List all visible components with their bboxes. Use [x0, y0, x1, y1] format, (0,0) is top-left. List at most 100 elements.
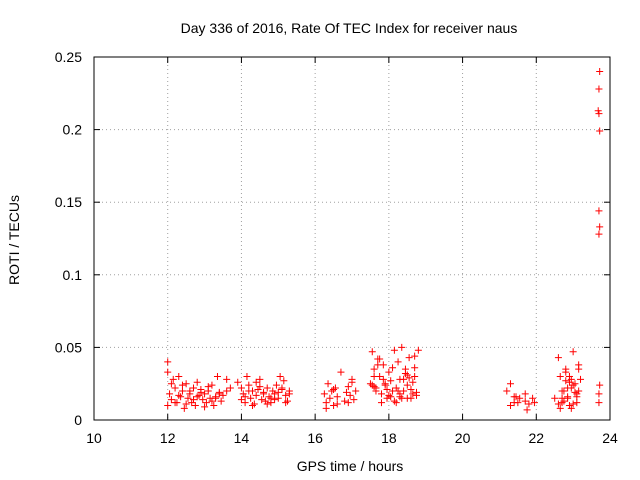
data-point: [263, 384, 271, 392]
data-point: [596, 223, 604, 231]
data-point: [562, 365, 570, 373]
data-point: [394, 387, 402, 395]
data-point: [260, 390, 268, 398]
data-point: [344, 383, 352, 391]
data-point: [377, 399, 385, 407]
data-point: [169, 375, 177, 383]
data-point: [276, 372, 284, 380]
x-tick-label: 16: [307, 430, 323, 446]
data-point: [594, 107, 602, 115]
data-points: [164, 68, 604, 414]
data-point: [523, 406, 531, 414]
data-point: [556, 372, 564, 380]
data-point: [271, 396, 279, 404]
data-point: [175, 372, 183, 380]
data-point: [595, 85, 603, 93]
data-point: [525, 400, 533, 408]
data-point: [247, 394, 255, 402]
data-point: [217, 397, 225, 405]
data-point: [193, 393, 201, 401]
data-point: [577, 375, 585, 383]
data-point: [383, 386, 391, 394]
x-tick-label: 24: [602, 430, 618, 446]
data-point: [595, 110, 603, 118]
data-point: [573, 399, 581, 407]
data-point: [390, 346, 398, 354]
data-point: [392, 399, 400, 407]
data-point: [405, 354, 413, 362]
data-point: [186, 387, 194, 395]
data-point: [326, 394, 334, 402]
data-point: [595, 390, 603, 398]
data-point: [201, 403, 209, 411]
data-point: [182, 380, 190, 388]
data-point: [333, 393, 341, 401]
data-point: [324, 380, 332, 388]
data-point: [569, 348, 577, 356]
data-point: [510, 393, 518, 401]
data-point: [280, 377, 288, 385]
data-point: [180, 404, 188, 412]
data-point: [202, 399, 210, 407]
data-point: [164, 358, 172, 366]
data-point: [396, 375, 404, 383]
data-point: [403, 381, 411, 389]
data-point: [595, 399, 603, 407]
data-point: [571, 380, 579, 388]
data-point: [571, 388, 579, 396]
data-point: [282, 391, 290, 399]
data-point: [341, 397, 349, 405]
data-point: [166, 390, 174, 398]
data-point: [596, 127, 604, 135]
data-point: [213, 372, 221, 380]
data-point: [193, 378, 201, 386]
data-point: [409, 378, 417, 386]
data-point: [178, 381, 186, 389]
data-point: [197, 388, 205, 396]
data-point: [377, 390, 385, 398]
x-tick-label: 22: [528, 430, 544, 446]
data-point: [330, 401, 338, 409]
data-point: [414, 346, 422, 354]
data-point: [569, 400, 577, 408]
y-tick-label: 0: [74, 412, 82, 428]
data-point: [204, 383, 212, 391]
data-point: [278, 384, 286, 392]
data-point: [243, 372, 251, 380]
data-point: [503, 387, 511, 395]
chart-title: Day 336 of 2016, Rate Of TEC Index for r…: [181, 20, 518, 36]
data-point: [411, 364, 419, 372]
data-point: [210, 401, 218, 409]
data-point: [413, 391, 420, 399]
data-point: [530, 399, 538, 407]
ticks-layer: 10 12 14 16 18 20 22 24 0 0.05 0.1 0.15 0.2 0.25: [55, 49, 618, 446]
y-tick-label: 0.2: [63, 122, 83, 138]
data-point: [208, 381, 216, 389]
data-point: [558, 387, 566, 395]
y-tick-label: 0.15: [55, 194, 82, 210]
data-point: [521, 397, 529, 405]
y-axis-label: ROTI / TECUs: [6, 195, 22, 285]
data-point: [551, 394, 559, 402]
data-point: [274, 388, 282, 396]
data-point: [215, 390, 223, 398]
data-point: [219, 391, 227, 399]
data-point: [385, 368, 393, 376]
data-point: [237, 396, 245, 404]
data-point: [394, 358, 402, 366]
data-point: [409, 390, 417, 398]
data-point: [258, 396, 266, 404]
data-point: [516, 394, 524, 402]
data-point: [558, 394, 566, 402]
x-axis-label: GPS time / hours: [297, 458, 404, 474]
data-point: [387, 393, 395, 401]
data-point: [167, 396, 175, 404]
data-point: [184, 394, 192, 402]
data-point: [407, 394, 415, 402]
data-point: [575, 361, 583, 369]
x-tick-label: 14: [234, 430, 250, 446]
data-point: [390, 397, 398, 405]
y-tick-label: 0.1: [63, 267, 83, 283]
data-point: [223, 387, 231, 395]
